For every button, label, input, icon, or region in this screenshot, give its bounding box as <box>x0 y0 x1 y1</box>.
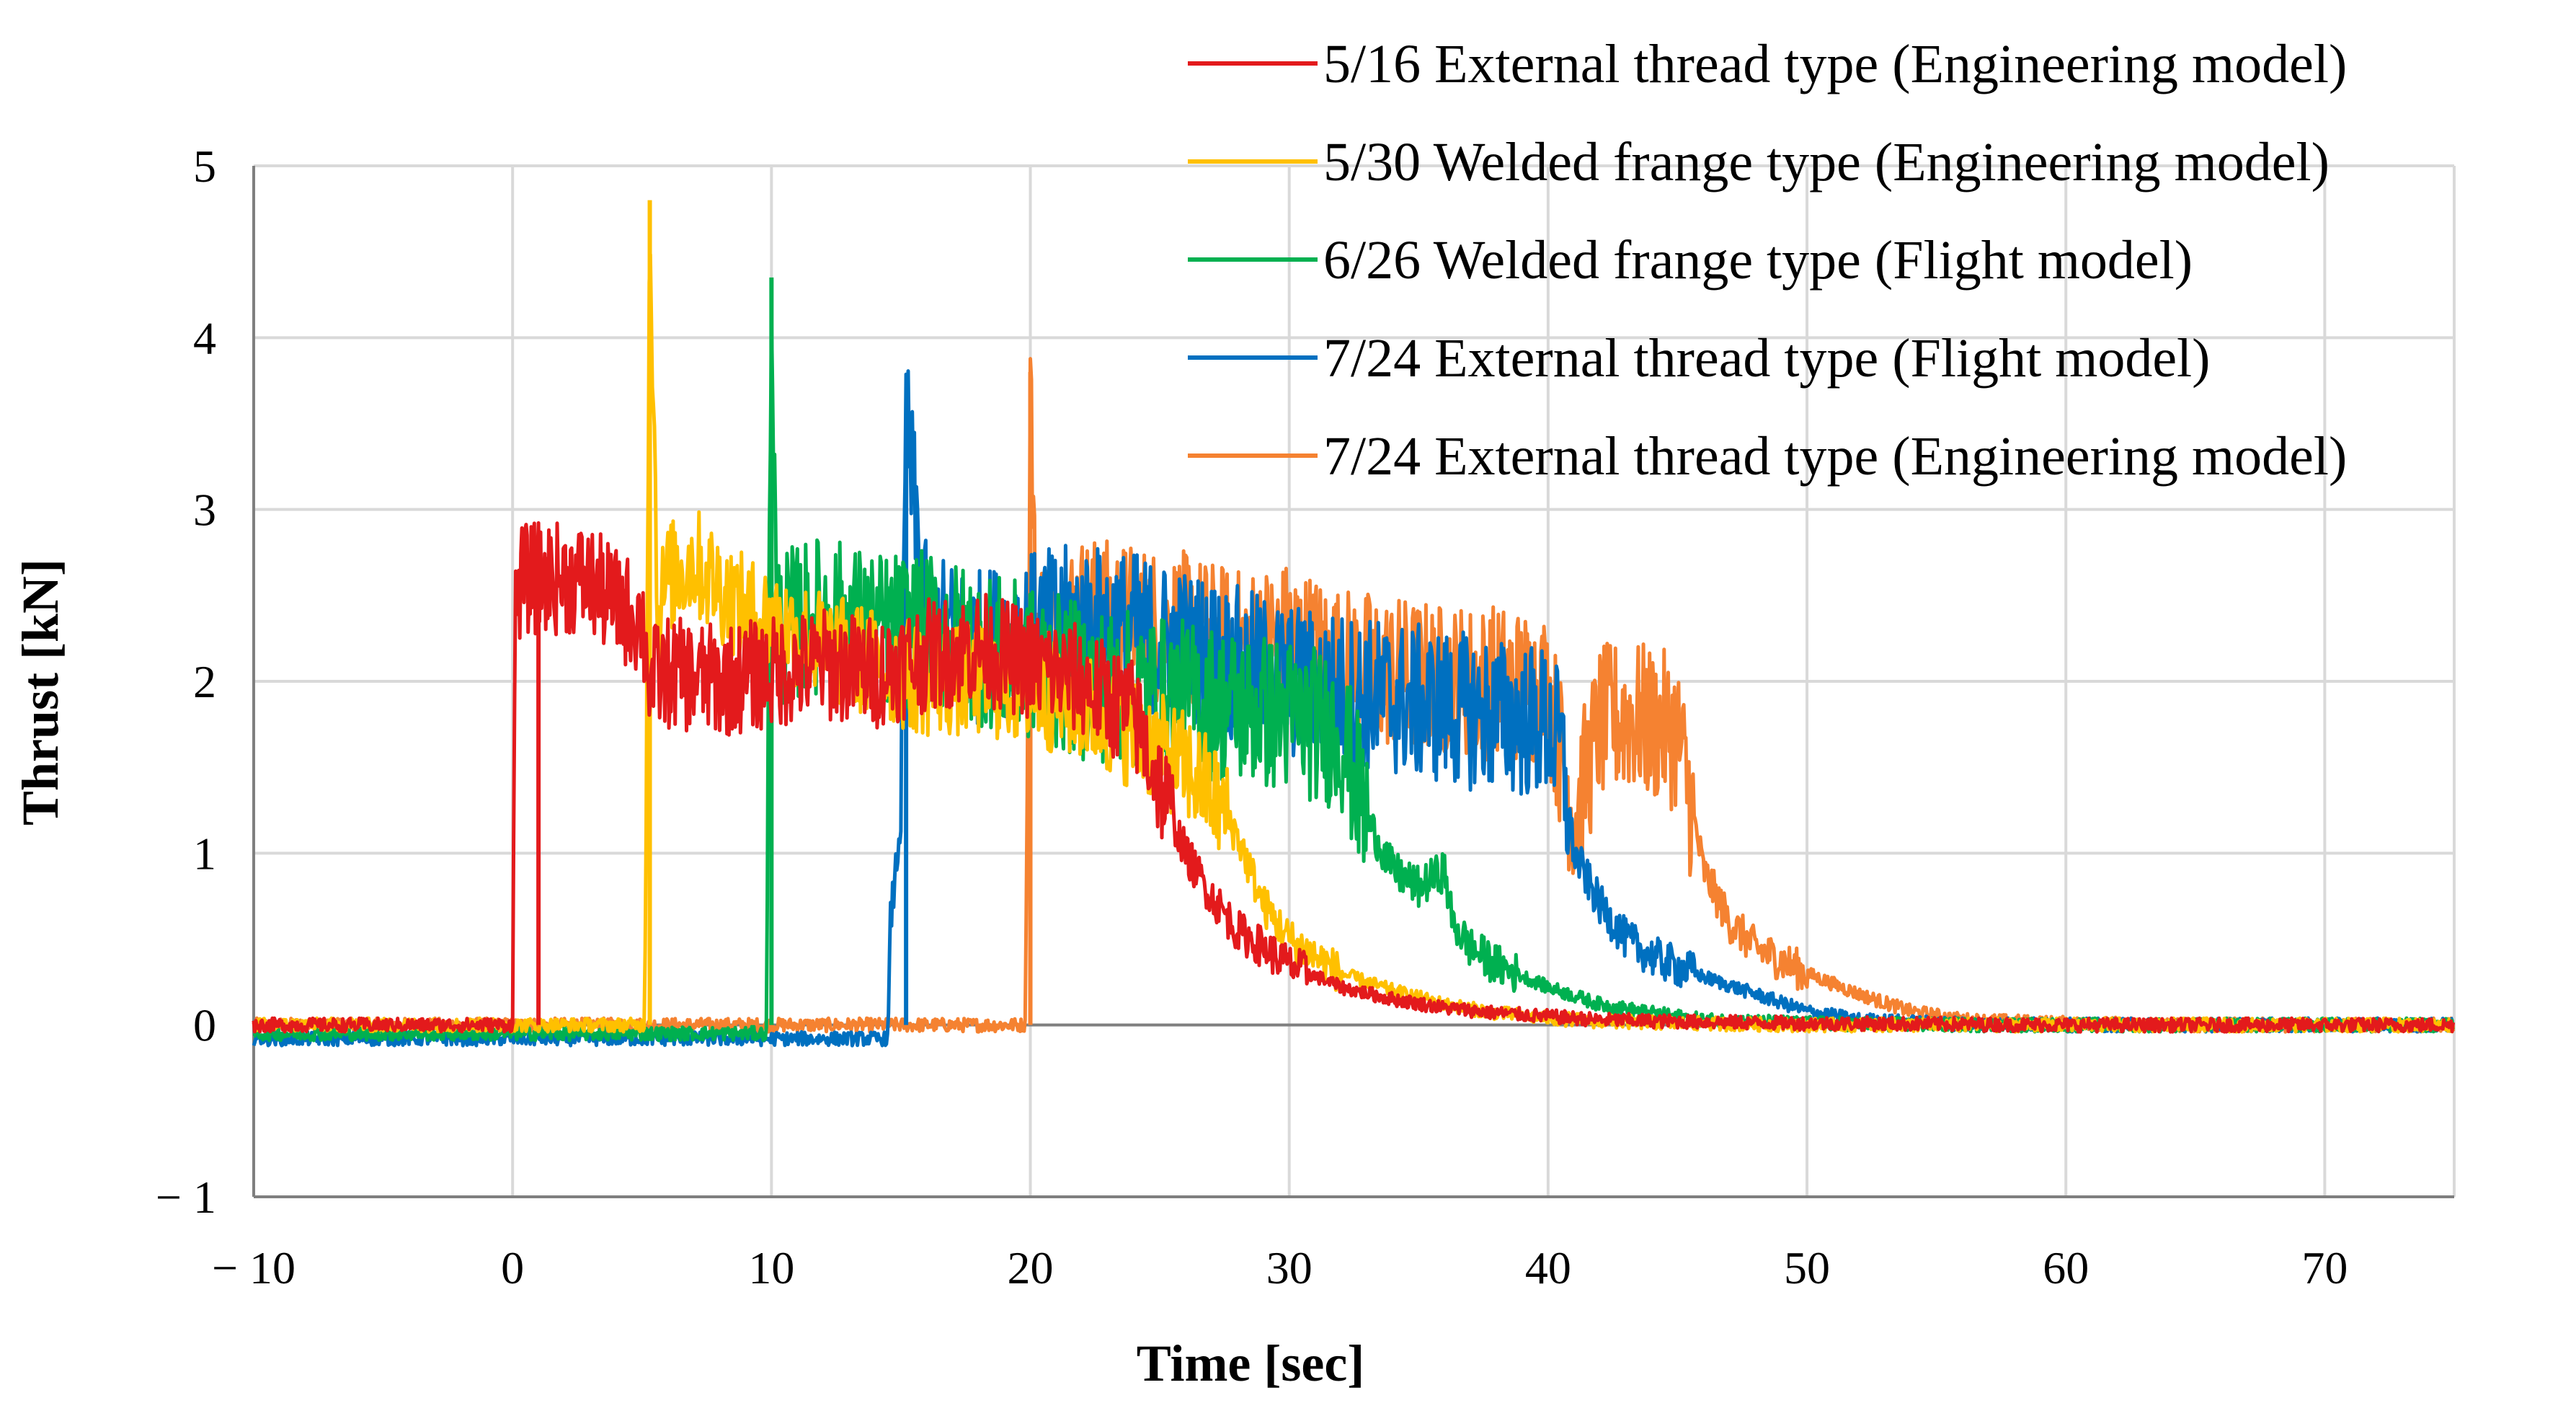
x-tick-label: 10 <box>748 1242 794 1293</box>
x-tick-label: 40 <box>1525 1242 1571 1293</box>
x-tick-label: 70 <box>2301 1242 2348 1293</box>
y-axis-title: Thrust [kN] <box>12 559 69 826</box>
series-line <box>252 521 2456 1034</box>
x-tick-label: 60 <box>2043 1242 2089 1293</box>
y-tick-label: 0 <box>193 1000 216 1051</box>
x-tick-label: 20 <box>1008 1242 1054 1293</box>
x-tick-label: − 10 <box>212 1242 296 1293</box>
legend-label: 5/16 External thread type (Engineering m… <box>1323 34 2347 94</box>
legend-label: 6/26 Welded frange type (Flight model) <box>1323 230 2193 291</box>
x-axis-title: Time [sec] <box>1137 1335 1365 1392</box>
legend-label: 7/24 External thread type (Flight model) <box>1323 328 2210 389</box>
y-tick-label: 5 <box>193 141 216 192</box>
series-layer <box>252 200 2456 1048</box>
y-tick-label: − 1 <box>156 1172 216 1223</box>
y-tick-label: 2 <box>193 656 216 707</box>
legend-label: 5/30 Welded frange type (Engineering mod… <box>1323 132 2329 193</box>
legend-label: 7/24 External thread type (Engineering m… <box>1323 426 2347 487</box>
x-tick-label: 0 <box>501 1242 524 1293</box>
x-tick-label: 30 <box>1266 1242 1313 1293</box>
y-tick-label: 1 <box>193 828 216 879</box>
x-tick-label: 50 <box>1784 1242 1830 1293</box>
legend: 5/16 External thread type (Engineering m… <box>1188 34 2347 487</box>
y-tick-label: 3 <box>193 484 216 536</box>
y-tick-label: 4 <box>193 312 216 363</box>
